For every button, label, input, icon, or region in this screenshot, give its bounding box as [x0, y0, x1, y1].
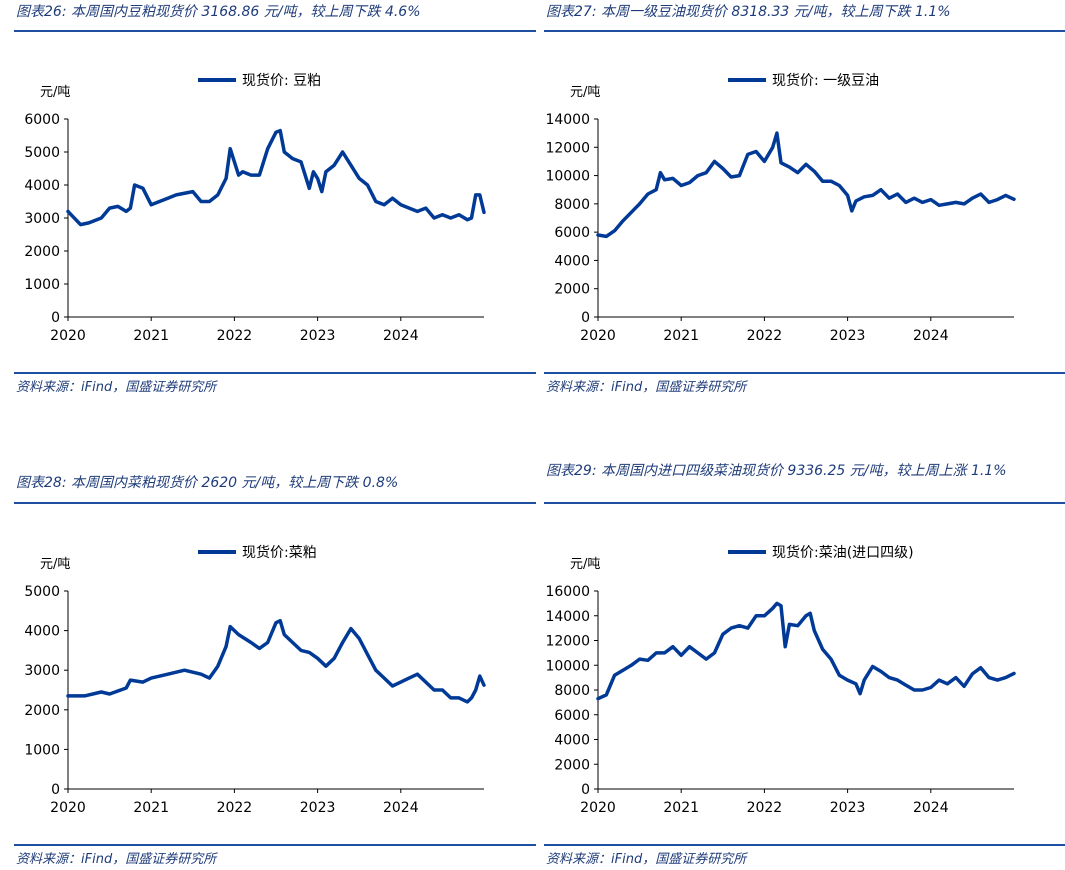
- y-tick-label: 0: [581, 782, 590, 798]
- y-tick-label: 0: [51, 310, 60, 326]
- source-note: 资料来源：iFind，国盛证券研究所: [16, 852, 217, 867]
- x-tick-label: 2024: [913, 800, 949, 816]
- y-tick-label: 12000: [545, 140, 590, 156]
- source-rule: [544, 844, 1065, 846]
- x-tick-label: 2023: [830, 328, 866, 344]
- y-axis-unit: 元/吨: [570, 85, 600, 100]
- x-tick-label: 2023: [830, 800, 866, 816]
- y-tick-label: 10000: [545, 169, 590, 185]
- y-tick-label: 6000: [24, 112, 60, 128]
- x-tick-label: 2022: [747, 328, 783, 344]
- y-tick-label: 16000: [545, 584, 590, 600]
- chart-panel-rapeseed-meal: 图表28: 本周国内菜粕现货价 2620 元/吨，较上周下跌 0.8% 现货价:…: [14, 470, 536, 870]
- y-axis-unit: 元/吨: [40, 85, 70, 100]
- source-rule: [14, 844, 536, 846]
- y-tick-label: 2000: [554, 282, 590, 298]
- y-tick-label: 2000: [554, 757, 590, 773]
- x-tick-label: 2020: [50, 328, 86, 344]
- x-tick-label: 2024: [383, 800, 419, 816]
- y-tick-label: 6000: [554, 225, 590, 241]
- x-tick-label: 2022: [747, 800, 783, 816]
- y-tick-label: 3000: [24, 663, 60, 679]
- x-tick-label: 2024: [383, 328, 419, 344]
- title-rule: [14, 30, 536, 32]
- series-line: [66, 128, 486, 227]
- x-tick-label: 2020: [580, 328, 616, 344]
- x-tick-label: 2021: [663, 328, 699, 344]
- y-tick-label: 2000: [24, 244, 60, 260]
- title-rule: [544, 502, 1065, 504]
- y-tick-label: 14000: [545, 112, 590, 128]
- y-tick-label: 12000: [545, 634, 590, 650]
- y-tick-label: 8000: [554, 197, 590, 213]
- chart-panel-soyoil: 图表27: 本周一级豆油现货价 8318.33 元/吨，较上周下跌 1.1% 现…: [544, 0, 1065, 400]
- y-tick-label: 3000: [24, 211, 60, 227]
- chart-title: 图表28: 本周国内菜粕现货价 2620 元/吨，较上周下跌 0.8%: [16, 475, 399, 491]
- source-note: 资料来源：iFind，国盛证券研究所: [546, 380, 747, 395]
- x-tick-label: 2023: [300, 328, 336, 344]
- source-note: 资料来源：iFind，国盛证券研究所: [16, 380, 217, 395]
- y-tick-label: 5000: [24, 584, 60, 600]
- y-tick-label: 4000: [24, 178, 60, 194]
- y-tick-label: 0: [581, 310, 590, 326]
- x-tick-label: 2021: [133, 800, 169, 816]
- y-axis-unit: 元/吨: [570, 557, 600, 572]
- legend-label: 现货价:菜粕: [242, 544, 317, 561]
- x-tick-label: 2022: [217, 800, 253, 816]
- y-tick-label: 2000: [24, 703, 60, 719]
- chart-panel-soymeal: 图表26: 本周国内豆粕现货价 3168.86 元/吨，较上周下跌 4.6% 现…: [14, 0, 536, 400]
- x-tick-label: 2020: [50, 800, 86, 816]
- source-note: 资料来源：iFind，国盛证券研究所: [546, 852, 747, 867]
- y-tick-label: 5000: [24, 145, 60, 161]
- line-chart-soymeal: 现货价: 豆粕元/吨 0 1000 2000 3000 4000 5000 6000 2020 2…: [24, 72, 486, 344]
- x-tick-label: 2021: [663, 800, 699, 816]
- x-tick-label: 2020: [580, 800, 616, 816]
- title-rule: [544, 30, 1065, 32]
- y-tick-label: 4000: [24, 624, 60, 640]
- source-rule: [14, 372, 536, 374]
- source-rule: [544, 372, 1065, 374]
- y-tick-label: 8000: [554, 683, 590, 699]
- chart-title: 图表29: 本周国内进口四级菜油现货价 9336.25 元/吨，较上周上涨 1.…: [546, 463, 1007, 479]
- y-tick-label: 10000: [545, 658, 590, 674]
- chart-panel-rapeseed-oil: 图表29: 本周国内进口四级菜油现货价 9336.25 元/吨，较上周上涨 1.…: [544, 462, 1065, 870]
- line-chart-rapeseed-oil: 现货价:菜油(进口四级) 元/吨 0 2000 4000 6000 8000 10000 120…: [545, 544, 1016, 816]
- y-tick-label: 0: [51, 782, 60, 798]
- chart-title: 图表26: 本周国内豆粕现货价 3168.86 元/吨，较上周下跌 4.6%: [16, 4, 421, 20]
- y-tick-label: 1000: [24, 277, 60, 293]
- y-axis-unit: 元/吨: [40, 557, 70, 572]
- legend-label: 现货价:菜油(进口四级): [772, 544, 914, 561]
- x-tick-label: 2022: [217, 328, 253, 344]
- x-tick-label: 2024: [913, 328, 949, 344]
- legend-label: 现货价: 一级豆油: [772, 72, 879, 89]
- y-tick-label: 4000: [554, 253, 590, 269]
- title-rule: [14, 502, 536, 504]
- legend-label: 现货价: 豆粕: [242, 72, 321, 89]
- series-line: [66, 618, 486, 704]
- y-tick-label: 14000: [545, 609, 590, 625]
- series-line: [596, 131, 1016, 239]
- line-chart-rapeseed-meal: 现货价:菜粕元/吨 0 1000 2000 3000 4000 5000 2020 2021 20…: [24, 544, 486, 816]
- series-line: [596, 601, 1016, 701]
- y-tick-label: 4000: [554, 733, 590, 749]
- x-tick-label: 2023: [300, 800, 336, 816]
- x-tick-label: 2021: [133, 328, 169, 344]
- y-tick-label: 1000: [24, 742, 60, 758]
- y-tick-label: 6000: [554, 708, 590, 724]
- chart-title: 图表27: 本周一级豆油现货价 8318.33 元/吨，较上周下跌 1.1%: [546, 4, 951, 20]
